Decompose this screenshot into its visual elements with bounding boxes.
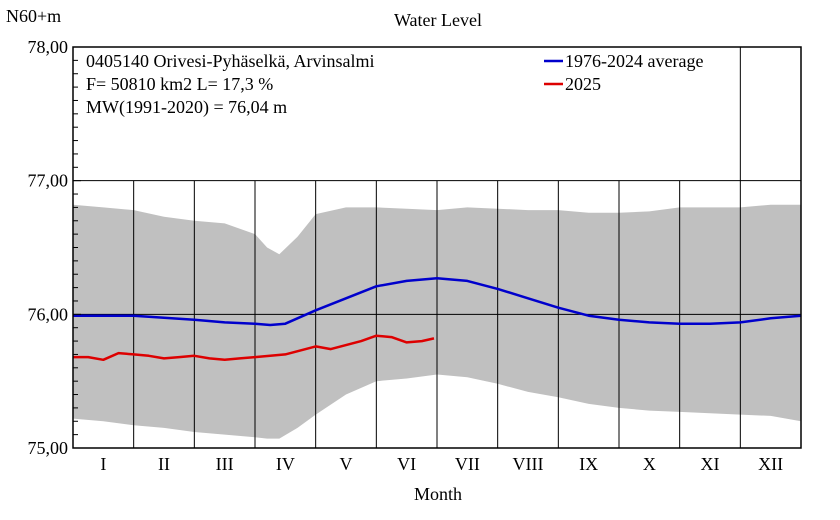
month-label: VII <box>455 454 480 474</box>
month-label: XII <box>758 454 783 474</box>
series-line-2025 <box>73 334 435 362</box>
plot-frame <box>72 46 802 449</box>
x-axis-label: Month <box>414 484 462 504</box>
y-axis-label: N60+m <box>6 6 61 26</box>
info-box: 0405140 Orivesi-Pyhäselkä, Arvinsalmi F=… <box>86 51 374 118</box>
station-name: 0405140 Orivesi-Pyhäselkä, Arvinsalmi <box>86 51 374 71</box>
y-tick-label: 78,00 <box>28 37 69 57</box>
catchment-info: F= 50810 km2 L= 17,3 % <box>86 74 273 94</box>
month-label: VIII <box>513 454 544 474</box>
chart-title: Water Level <box>394 10 482 30</box>
y-tick-label: 76,00 <box>28 304 69 324</box>
series-line-average <box>73 276 802 327</box>
month-label: XI <box>701 454 720 474</box>
month-label: VI <box>397 454 416 474</box>
series-layer <box>73 276 802 362</box>
month-label: IX <box>579 454 598 474</box>
month-label: III <box>216 454 234 474</box>
month-label: I <box>100 454 106 474</box>
legend: 1976-2024 average 2025 <box>544 51 703 94</box>
month-label: X <box>643 454 656 474</box>
legend-label-2025: 2025 <box>565 74 601 94</box>
y-tick-label: 77,00 <box>28 171 69 191</box>
y-tick-label: 75,00 <box>28 438 69 458</box>
legend-label-average: 1976-2024 average <box>565 51 703 71</box>
mean-water-level: MW(1991-2020) = 76,04 m <box>86 97 287 118</box>
month-label: IV <box>276 454 295 474</box>
month-label: V <box>340 454 353 474</box>
month-label: II <box>158 454 170 474</box>
